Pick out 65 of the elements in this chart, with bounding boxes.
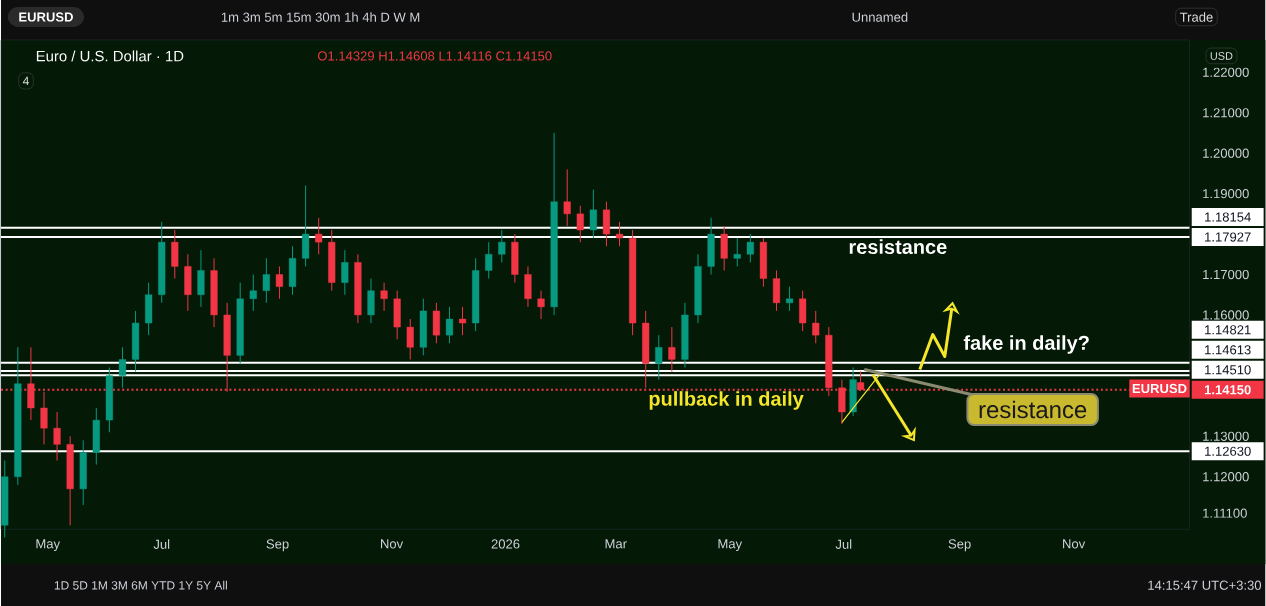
ref-line-label: 1.17927 [1205, 232, 1251, 242]
y-tick-label: 1.16000 [1203, 310, 1249, 320]
candlestick [485, 241, 493, 279]
candlestick [118, 346, 127, 389]
y-tick-label: 1.13000 [1203, 431, 1249, 441]
candlestick [786, 286, 794, 312]
annotation: 4 [22, 76, 29, 85]
y-tick-label: 1.17000 [1203, 269, 1249, 280]
annotation: EURUSD [1132, 383, 1187, 394]
candlestick [262, 257, 270, 304]
candlestick [668, 326, 676, 372]
x-tick-label: Mar [605, 539, 627, 549]
candlestick [615, 221, 624, 247]
text: Euro / U.S. Dollar · 1D [36, 50, 184, 62]
annotation: resistance [849, 239, 947, 254]
ref-line-label: 1.14150 [1204, 385, 1251, 395]
ref-line-label: 1.12630 [1205, 446, 1251, 456]
ref-line-label: 1.14821 [1205, 325, 1251, 335]
y-tick-label: 1.12000 [1203, 472, 1249, 482]
y-tick-label: 1.11100 [1203, 508, 1247, 518]
annotation: resistance [979, 400, 1087, 419]
candlestick [315, 217, 323, 255]
x-tick-label: Sep [266, 539, 289, 552]
text: Trade [1179, 12, 1213, 22]
annotation: fake in daily? [963, 335, 1089, 354]
x-tick-label: Nov [1063, 539, 1086, 549]
text: EURUSD [19, 12, 73, 22]
y-tick-label: 1.19000 [1203, 188, 1249, 199]
candlestick [53, 411, 61, 461]
ref-line-label: 1.14613 [1205, 345, 1251, 355]
candlestick [589, 188, 597, 239]
x-tick-label: Jul [835, 539, 852, 549]
y-tick-label: 1.22000 [1203, 67, 1249, 77]
candlestick [459, 306, 467, 336]
x-tick-label: May [718, 539, 743, 551]
x-tick-label: 2026 [491, 539, 520, 549]
candlestick [733, 237, 741, 267]
y-tick-label: 1.20000 [1203, 148, 1249, 158]
text: 1D 5D 1M 3M 6M YTD 1Y 5Y All [54, 580, 227, 590]
ref-line-label: 1.18154 [1205, 212, 1251, 222]
candlestick [746, 233, 754, 263]
candlestick [655, 334, 663, 381]
y-tick-label: 1.21000 [1203, 108, 1249, 118]
candlestick [812, 310, 820, 344]
text: 14:15:47 UTC+3:30 [1148, 580, 1262, 590]
x-tick-label: Nov [381, 539, 404, 549]
candlestick [249, 273, 257, 312]
x-tick-label: May [36, 539, 61, 551]
text: O1.14329 H1.14608 L1.14116 C1.14150 [317, 51, 552, 61]
x-tick-label: Jul [153, 539, 170, 549]
candlestick [406, 318, 414, 360]
candlestick [275, 265, 283, 300]
text: 1m 3m 5m 15m 30m 1h 4h D W M [221, 12, 420, 22]
candlestick [445, 306, 454, 344]
candlestick [380, 282, 388, 312]
annotation: pullback in daily [649, 391, 804, 410]
text: Unnamed [852, 12, 908, 22]
candlestick [537, 290, 545, 320]
ref-line-label: 1.14510 [1205, 365, 1251, 375]
candlestick [341, 249, 349, 296]
text: USD [1210, 51, 1233, 60]
candlestick [498, 229, 506, 263]
candlestick [576, 205, 584, 243]
x-tick-label: Sep [948, 539, 971, 552]
candlestick [563, 168, 571, 227]
